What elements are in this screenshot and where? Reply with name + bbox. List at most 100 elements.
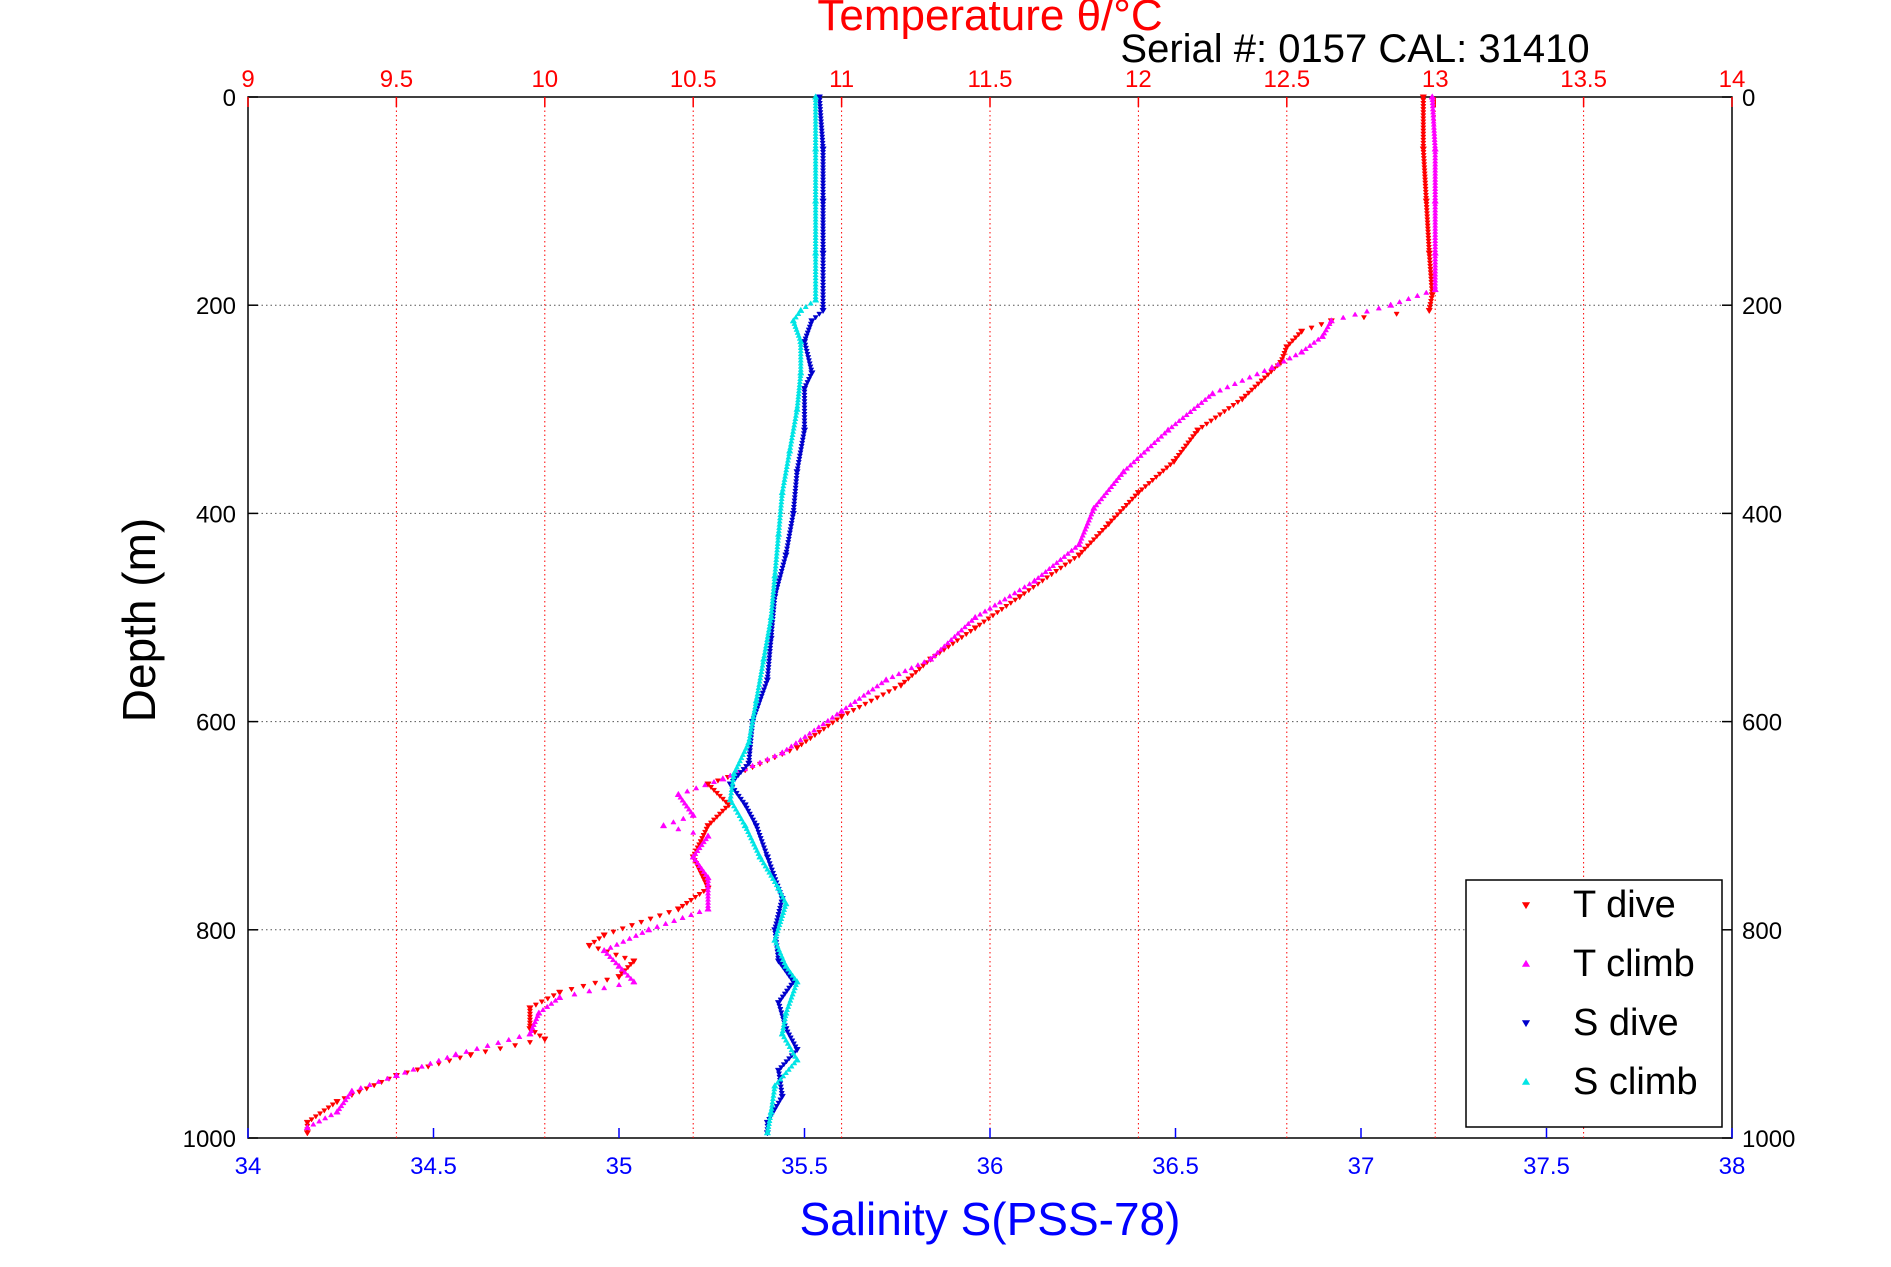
data-point — [1189, 434, 1197, 440]
data-point — [774, 915, 781, 921]
data-point — [713, 814, 720, 820]
data-point — [788, 524, 795, 530]
data-point — [1141, 449, 1148, 455]
data-point — [1081, 546, 1089, 552]
data-point — [1425, 235, 1432, 241]
data-point — [963, 632, 970, 638]
data-point — [1375, 305, 1382, 311]
data-point — [722, 799, 729, 805]
data-point — [794, 466, 801, 472]
data-point — [707, 820, 715, 826]
data-point — [550, 993, 557, 999]
data-point — [526, 1040, 533, 1046]
data-point — [777, 1076, 784, 1082]
legend-label: S dive — [1573, 1002, 1679, 1044]
data-point — [1427, 270, 1434, 276]
data-point — [820, 282, 827, 289]
data-point — [615, 974, 623, 981]
data-point — [427, 1060, 434, 1066]
data-point — [1154, 436, 1161, 442]
data-point — [927, 655, 935, 662]
data-point — [793, 1047, 801, 1054]
data-point — [1113, 477, 1120, 483]
data-point — [1042, 568, 1049, 575]
data-point — [1147, 443, 1154, 449]
data-point — [482, 1049, 489, 1055]
data-point — [902, 667, 909, 674]
data-point — [787, 969, 794, 975]
data-point — [820, 180, 827, 186]
data-point — [982, 608, 989, 614]
data-point — [1421, 162, 1428, 168]
temperature-tick-label: 11.5 — [968, 66, 1013, 93]
data-point — [765, 665, 772, 671]
data-point — [798, 447, 805, 453]
data-point — [1421, 174, 1428, 180]
data-point — [1194, 402, 1201, 408]
data-point — [526, 1014, 533, 1020]
data-point — [1180, 446, 1187, 452]
data-point — [679, 797, 686, 803]
data-point — [1149, 478, 1156, 484]
data-point — [800, 427, 809, 434]
data-point — [1322, 327, 1330, 333]
data-point — [820, 226, 827, 232]
temperature-tick-label: 12.5 — [1263, 66, 1310, 93]
data-point — [1216, 412, 1224, 418]
data-point — [820, 298, 827, 304]
data-point — [777, 572, 784, 578]
data-point — [1134, 490, 1143, 497]
temperature-tick-label: 14 — [1719, 66, 1746, 93]
data-point — [1423, 211, 1431, 217]
data-point — [734, 809, 741, 815]
data-point — [680, 815, 687, 821]
data-point — [802, 303, 809, 310]
data-point — [817, 113, 824, 119]
data-point — [977, 611, 984, 617]
data-point — [792, 485, 799, 491]
data-point — [1425, 244, 1432, 251]
data-point — [1110, 480, 1117, 486]
data-point — [600, 932, 608, 939]
data-point — [1420, 156, 1427, 162]
data-point — [710, 817, 718, 823]
data-point — [418, 1063, 425, 1069]
data-point — [851, 698, 858, 704]
data-point — [820, 232, 827, 238]
data-point — [1001, 596, 1008, 602]
data-point — [897, 682, 905, 689]
data-point — [812, 315, 819, 321]
data-point — [1172, 420, 1179, 427]
data-point — [791, 498, 798, 504]
data-point — [340, 1099, 347, 1106]
data-point — [1208, 418, 1215, 424]
data-point — [778, 568, 785, 575]
data-point — [741, 802, 749, 809]
data-point — [815, 724, 822, 730]
tick-layer: 0 0 200 200 400 400 600 600 800 800 1000 1000 9 9.5 10… — [183, 66, 1796, 1180]
data-point — [774, 1000, 783, 1007]
data-point — [801, 389, 808, 395]
data-point — [1308, 325, 1315, 331]
data-point — [889, 673, 896, 680]
data-point — [989, 613, 997, 619]
data-point — [790, 508, 797, 514]
data-point — [820, 235, 827, 241]
data-point — [784, 1040, 791, 1046]
data-point — [1096, 531, 1103, 537]
data-point — [792, 1044, 799, 1050]
data-point — [1161, 430, 1168, 436]
data-point — [788, 982, 795, 988]
salinity-tick-label: 37.5 — [1523, 1153, 1570, 1180]
data-point — [1420, 119, 1427, 125]
data-point — [764, 671, 772, 677]
data-point — [1006, 593, 1013, 599]
data-point — [604, 977, 611, 983]
data-point — [737, 796, 744, 803]
data-point — [392, 1071, 401, 1079]
data-point — [1268, 363, 1276, 371]
data-point — [801, 402, 808, 408]
data-point — [1130, 459, 1137, 465]
data-point — [526, 1005, 534, 1012]
data-point — [779, 565, 786, 571]
